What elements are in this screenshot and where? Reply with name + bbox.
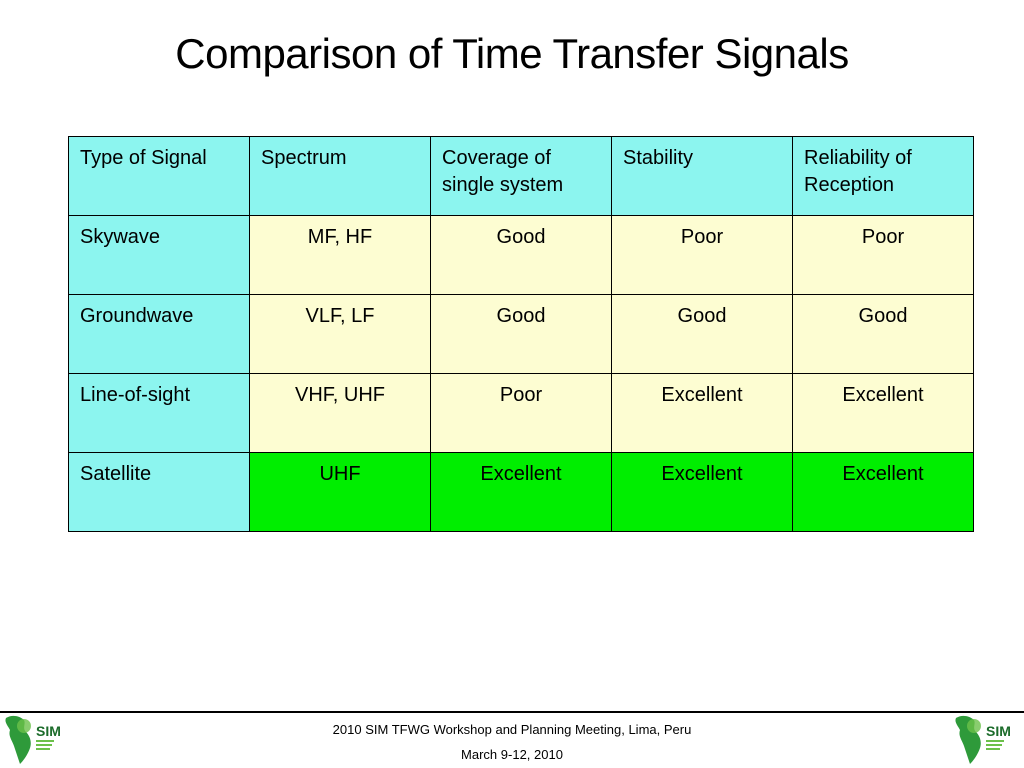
table-row: Groundwave VLF, LF Good Good Good [68, 294, 974, 374]
table-header-row: Type of Signal Spectrum Coverage of sing… [68, 136, 974, 216]
comparison-table: Type of Signal Spectrum Coverage of sing… [68, 136, 974, 532]
spectrum-cell: VHF, UHF [249, 373, 431, 453]
row-label: Line-of-sight [68, 373, 250, 453]
stability-cell: Excellent [611, 452, 793, 532]
stability-cell: Excellent [611, 373, 793, 453]
spectrum-cell: UHF [249, 452, 431, 532]
footer-date: March 9-12, 2010 [461, 747, 563, 762]
slide-title: Comparison of Time Transfer Signals [175, 30, 849, 77]
stability-cell: Good [611, 294, 793, 374]
header-spectrum: Spectrum [249, 136, 431, 216]
coverage-cell: Good [430, 294, 612, 374]
sim-logo-right: SIM [955, 715, 1011, 764]
table-row: Skywave MF, HF Good Poor Poor [68, 215, 974, 295]
header-reliability: Reliability of Reception [792, 136, 974, 216]
footer-divider [0, 711, 1024, 713]
coverage-cell: Poor [430, 373, 612, 453]
footer-event: 2010 SIM TFWG Workshop and Planning Meet… [332, 722, 692, 737]
reliability-cell: Good [792, 294, 974, 374]
coverage-cell: Good [430, 215, 612, 295]
logo-text: SIM [36, 723, 61, 739]
spectrum-cell: VLF, LF [249, 294, 431, 374]
table-row: Satellite UHF Excellent Excellent Excell… [68, 452, 974, 532]
header-stability: Stability [611, 136, 793, 216]
stability-cell: Poor [611, 215, 793, 295]
row-label: Groundwave [68, 294, 250, 374]
reliability-cell: Poor [792, 215, 974, 295]
reliability-cell: Excellent [792, 373, 974, 453]
header-type-of-signal: Type of Signal [68, 136, 250, 216]
row-label: Satellite [68, 452, 250, 532]
spectrum-cell: MF, HF [249, 215, 431, 295]
row-label: Skywave [68, 215, 250, 295]
sim-logo-left: SIM [5, 715, 61, 764]
header-coverage: Coverage of single system [430, 136, 612, 216]
table-row: Line-of-sight VHF, UHF Poor Excellent Ex… [68, 373, 974, 453]
coverage-cell: Excellent [430, 452, 612, 532]
logo-text: SIM [986, 723, 1011, 739]
reliability-cell: Excellent [792, 452, 974, 532]
